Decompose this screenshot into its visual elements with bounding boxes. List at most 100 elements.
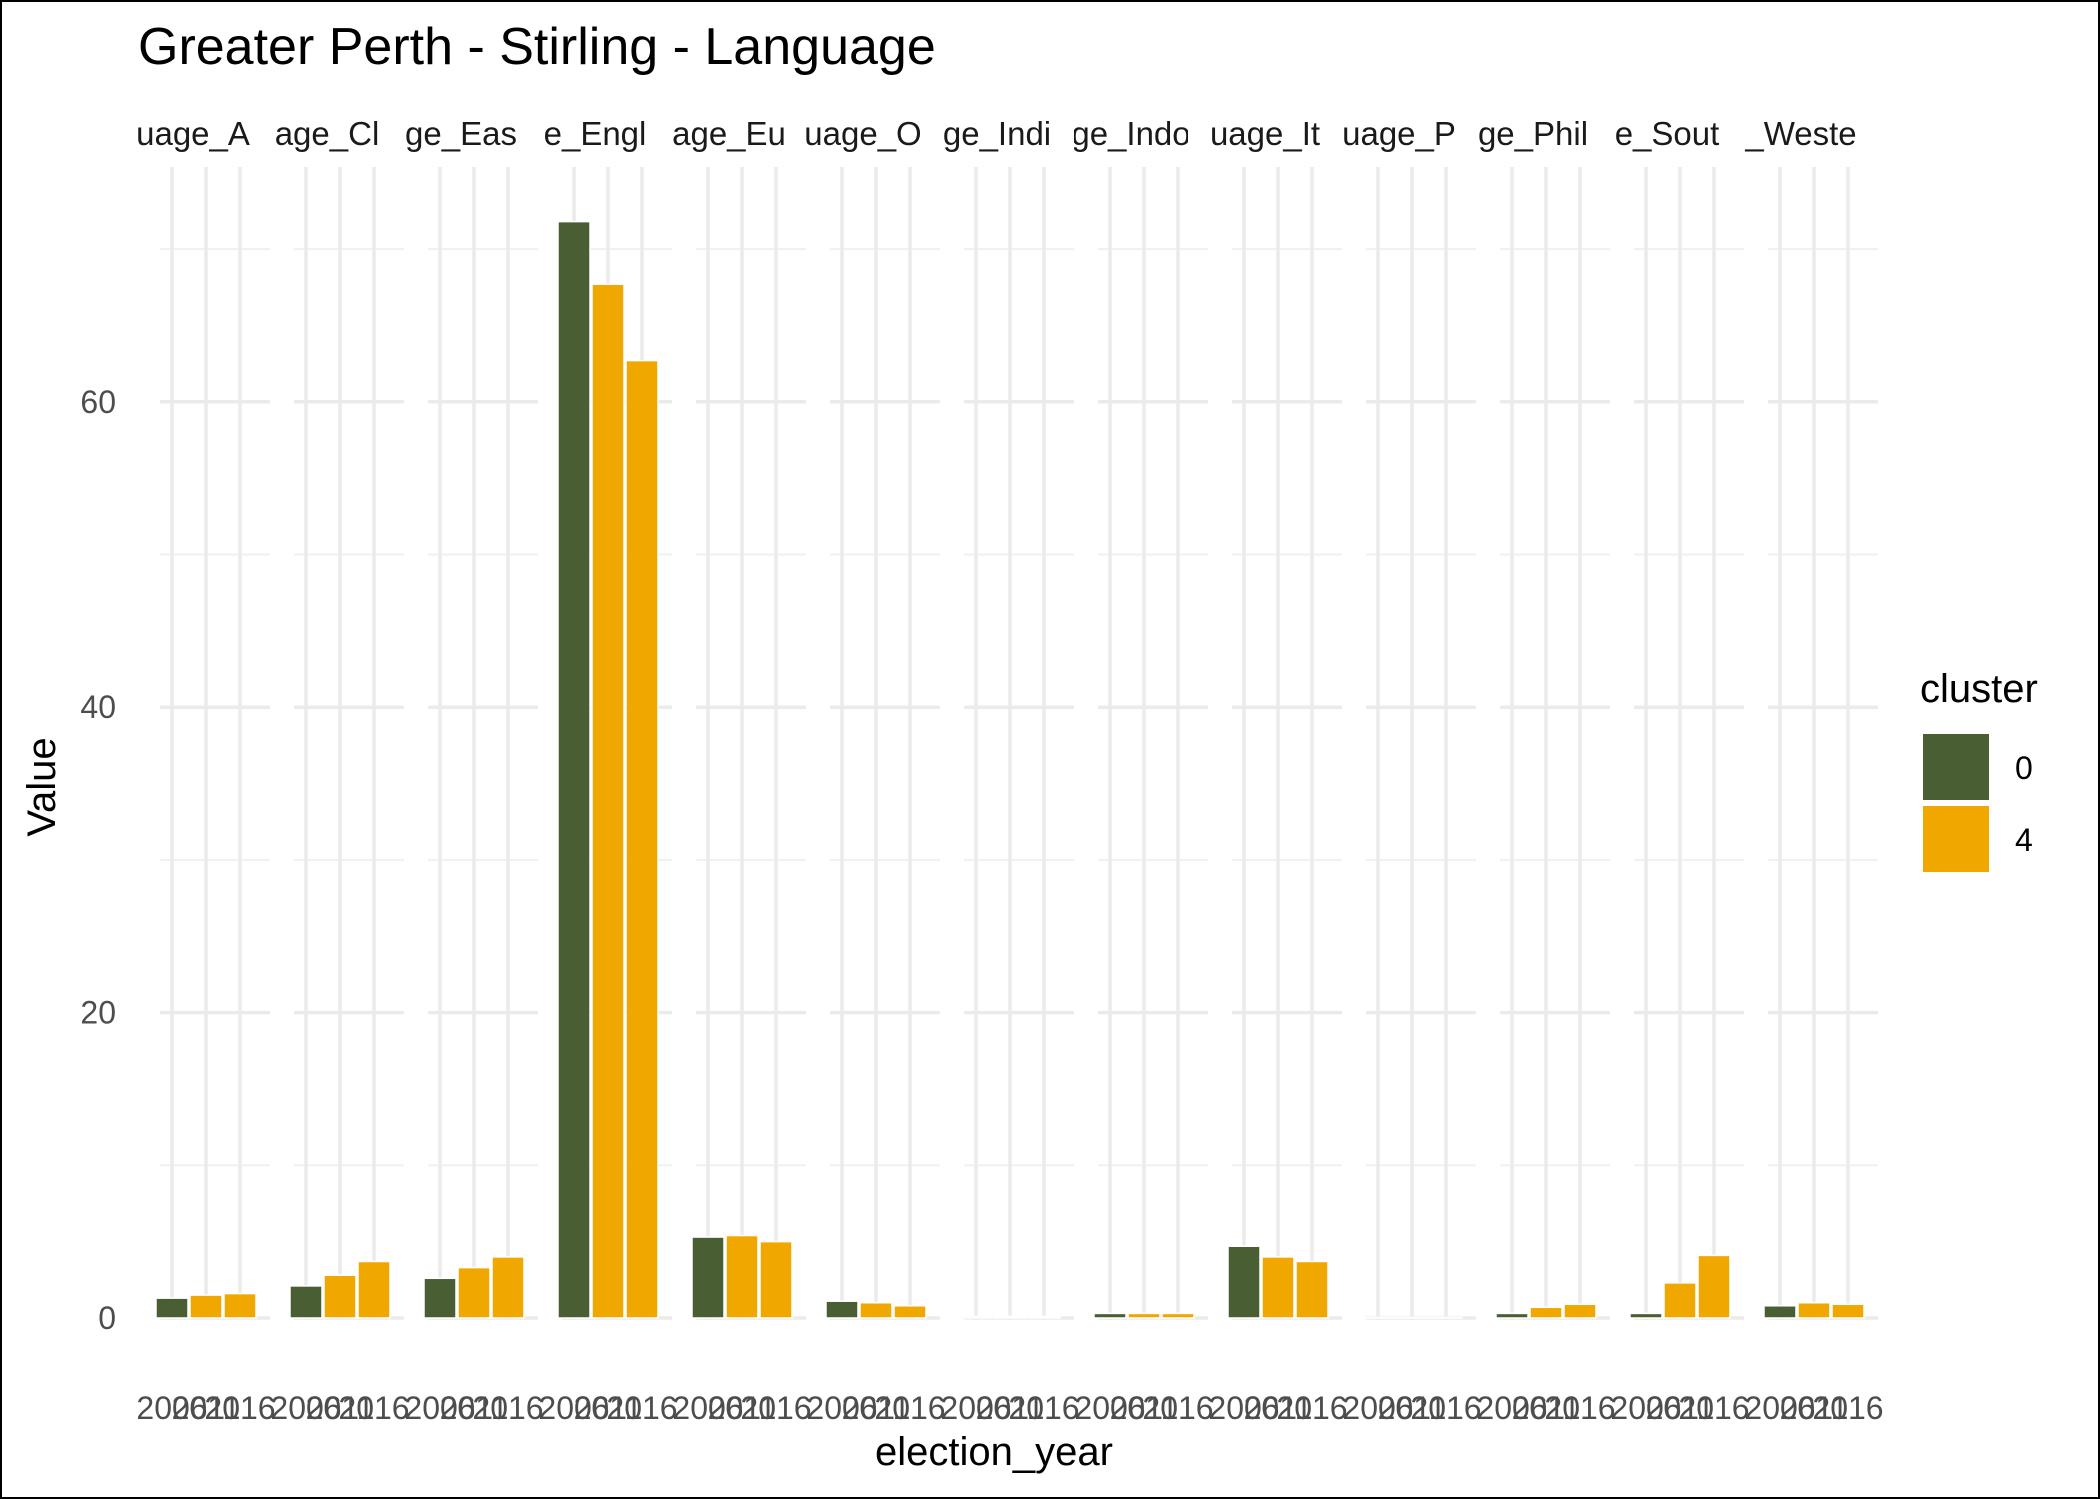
y-axis-title: Value bbox=[20, 737, 64, 836]
x-tick-label: 2006 bbox=[806, 1390, 877, 1426]
bar bbox=[691, 1236, 725, 1319]
bar bbox=[423, 1277, 457, 1319]
bar bbox=[725, 1234, 759, 1319]
x-tick-label: 2016 bbox=[1276, 1390, 1347, 1426]
bar bbox=[1797, 1301, 1831, 1319]
bar bbox=[1663, 1282, 1697, 1319]
gridlines bbox=[160, 167, 1878, 1320]
x-tick-label: 2006 bbox=[1074, 1390, 1145, 1426]
x-tick-label: 2016 bbox=[1142, 1390, 1213, 1426]
bar bbox=[1227, 1245, 1261, 1319]
bars bbox=[155, 220, 1865, 1319]
x-axis-title: election_year bbox=[875, 1430, 1113, 1474]
bar bbox=[1831, 1303, 1865, 1319]
x-tick-label: 2016 bbox=[338, 1390, 409, 1426]
x-tick-label: 2016 bbox=[740, 1390, 811, 1426]
bar bbox=[1261, 1256, 1295, 1319]
facet-strips: uage_A age_Cl ge_Eas e_Engl age_Eu uage_O ge_I… bbox=[136, 115, 1857, 152]
bar bbox=[759, 1240, 793, 1319]
x-tick-label: 2016 bbox=[1008, 1390, 1079, 1426]
facet-strip-label: e_Sout bbox=[1615, 115, 1720, 152]
bar bbox=[1529, 1306, 1563, 1319]
bar bbox=[357, 1260, 391, 1319]
x-tick-label: 2011 bbox=[976, 1390, 1045, 1426]
x-tick-label: 2016 bbox=[204, 1390, 275, 1426]
legend-items: 04 bbox=[1921, 732, 2033, 874]
bar bbox=[1495, 1312, 1529, 1319]
x-tick-label: 2006 bbox=[672, 1390, 743, 1426]
x-tick-label: 2016 bbox=[472, 1390, 543, 1426]
chart-title: Greater Perth - Stirling - Language bbox=[138, 18, 936, 76]
x-tick-label: 2016 bbox=[606, 1390, 677, 1426]
bar bbox=[1161, 1312, 1195, 1319]
x-tick-label: 2006 bbox=[270, 1390, 341, 1426]
facet-strip-label: ge_Indi bbox=[943, 115, 1051, 152]
facet-strip-label: ge_Eas bbox=[405, 115, 517, 152]
bar bbox=[223, 1292, 257, 1319]
bar bbox=[1395, 1316, 1429, 1319]
bar bbox=[1027, 1315, 1061, 1319]
facet-strip-label: e_Engl bbox=[544, 115, 647, 152]
bar bbox=[625, 359, 659, 1319]
x-tick-label: 2011 bbox=[1244, 1390, 1313, 1426]
bar bbox=[859, 1301, 893, 1319]
y-axis-ticks: 0 20 40 60 bbox=[80, 384, 116, 1336]
x-tick-label: 2006 bbox=[538, 1390, 609, 1426]
facet-strip-label: ge_Indo bbox=[1071, 115, 1190, 152]
bar bbox=[1563, 1303, 1597, 1319]
facet-strip-label: age_Cl bbox=[275, 115, 380, 152]
y-tick-label: 60 bbox=[80, 384, 116, 420]
x-tick-label: 2016 bbox=[1410, 1390, 1481, 1426]
x-tick-label: 2011 bbox=[708, 1390, 777, 1426]
legend-swatch bbox=[1921, 732, 1991, 802]
bar bbox=[289, 1285, 323, 1319]
facet-strip-label: ge_Phil bbox=[1478, 115, 1588, 152]
x-axis-ticks: 2006201120162006201120162006201120162006… bbox=[136, 1390, 1883, 1426]
bar bbox=[893, 1305, 927, 1319]
bar bbox=[457, 1266, 491, 1319]
facet-strip-label: age_Eu bbox=[672, 115, 786, 152]
x-tick-label: 2006 bbox=[1610, 1390, 1681, 1426]
facet-strip-label: uage_It bbox=[1210, 115, 1320, 152]
x-tick-label: 2016 bbox=[1812, 1390, 1883, 1426]
x-tick-label: 2011 bbox=[1378, 1390, 1447, 1426]
legend-swatch bbox=[1921, 804, 1991, 874]
bar bbox=[557, 220, 591, 1319]
x-tick-label: 2011 bbox=[574, 1390, 643, 1426]
x-tick-label: 2006 bbox=[136, 1390, 207, 1426]
facet-strip-label: _Weste bbox=[1744, 115, 1856, 152]
bar bbox=[155, 1297, 189, 1319]
x-tick-label: 2016 bbox=[874, 1390, 945, 1426]
bar bbox=[1629, 1312, 1663, 1319]
legend: cluster 04 bbox=[1920, 667, 2038, 874]
x-tick-label: 2006 bbox=[404, 1390, 475, 1426]
x-tick-label: 2016 bbox=[1544, 1390, 1615, 1426]
x-tick-label: 2011 bbox=[440, 1390, 509, 1426]
x-tick-label: 2006 bbox=[1208, 1390, 1279, 1426]
bar bbox=[1093, 1312, 1127, 1319]
x-tick-label: 2011 bbox=[1780, 1390, 1849, 1426]
bar bbox=[1763, 1305, 1797, 1319]
x-tick-label: 2006 bbox=[1476, 1390, 1547, 1426]
bar bbox=[1361, 1316, 1395, 1319]
bar bbox=[1127, 1312, 1161, 1319]
x-tick-label: 2011 bbox=[842, 1390, 911, 1426]
facet-strip-label: uage_P bbox=[1342, 115, 1456, 152]
y-tick-label: 0 bbox=[98, 1300, 116, 1336]
bar bbox=[1429, 1316, 1463, 1319]
bar bbox=[1295, 1260, 1329, 1319]
bar bbox=[959, 1315, 993, 1319]
bar bbox=[491, 1256, 525, 1319]
x-tick-label: 2006 bbox=[1342, 1390, 1413, 1426]
bar bbox=[591, 283, 625, 1319]
x-tick-label: 2011 bbox=[1512, 1390, 1581, 1426]
legend-label: 0 bbox=[2015, 750, 2033, 786]
bar bbox=[1697, 1254, 1731, 1319]
x-tick-label: 2011 bbox=[306, 1390, 375, 1426]
x-tick-label: 2011 bbox=[1110, 1390, 1179, 1426]
bar bbox=[323, 1274, 357, 1319]
x-tick-label: 2006 bbox=[940, 1390, 1011, 1426]
bar bbox=[993, 1315, 1027, 1319]
x-tick-label: 2016 bbox=[1678, 1390, 1749, 1426]
